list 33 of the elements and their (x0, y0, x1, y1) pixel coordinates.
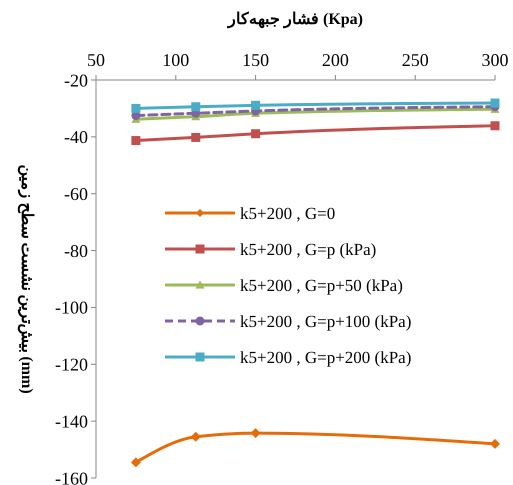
y-tick-label: -80 (64, 240, 88, 261)
legend-label: k5+200 , G=p+200 (kPa) (240, 348, 412, 367)
x-tick-label: 100 (162, 50, 190, 70)
point (191, 102, 200, 112)
x-tick-label: 150 (242, 50, 270, 70)
y-tick-label: -160 (55, 468, 88, 485)
point (131, 136, 140, 146)
legend-label: k5+200 , G=p+100 (kPa) (240, 312, 412, 331)
point (490, 438, 500, 449)
y-tick-label: -140 (55, 411, 88, 432)
point (130, 457, 141, 468)
point (191, 132, 200, 142)
point (490, 98, 500, 108)
y-tick-label: -120 (55, 354, 88, 375)
x-tick-label: 200 (322, 50, 349, 70)
x-tick-label: 300 (482, 50, 508, 70)
point (131, 104, 140, 113)
x-tick-label: 250 (402, 50, 429, 70)
y-tick-label: -100 (55, 298, 88, 318)
point (250, 428, 261, 438)
y-axis-title: بیش‌ترین نشست سطح زمین (mm) (17, 164, 35, 394)
y-tick-label: -60 (64, 184, 88, 204)
y-tick-label: -40 (64, 127, 88, 148)
legend-label: k5+200 , G=p+50 (kPa) (240, 276, 403, 295)
y-tick-label: -20 (64, 70, 88, 90)
legend-label: k5+200 , G=p (kPa) (240, 240, 376, 259)
x-axis-title: فشار جبهه‌کار (Kpa) (227, 11, 363, 29)
x-tick-label: 50 (87, 50, 105, 70)
point (251, 129, 260, 138)
point (490, 121, 500, 130)
point (251, 100, 260, 110)
legend-label: k5+200 , G=0 (240, 204, 336, 223)
point (190, 432, 201, 442)
